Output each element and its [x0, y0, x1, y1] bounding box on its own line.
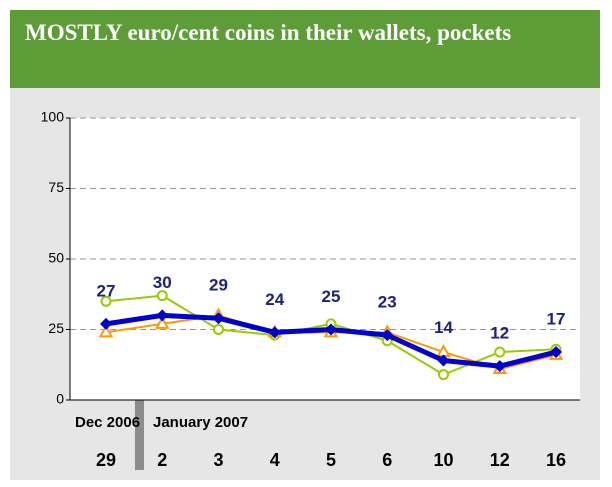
- chart-title: MOSTLY euro/cent coins in their wallets,…: [10, 10, 600, 88]
- marker: [100, 317, 112, 330]
- data-label: 23: [378, 293, 397, 312]
- group-label: January 2007: [153, 414, 248, 431]
- marker: [155, 315, 170, 329]
- data-label: 14: [434, 318, 453, 337]
- marker: [437, 354, 450, 367]
- marker: [100, 295, 112, 307]
- x-tick-label: 12: [490, 450, 510, 470]
- marker: [381, 329, 394, 342]
- x-tick-label: 2: [157, 450, 167, 470]
- x-tick-label: 5: [326, 450, 336, 470]
- marker: [268, 326, 281, 339]
- x-tick-label: 4: [270, 450, 280, 470]
- y-tick-label: 75: [48, 179, 64, 195]
- data-label: 27: [97, 281, 116, 300]
- marker: [98, 324, 114, 338]
- data-label: 17: [547, 310, 566, 329]
- marker: [156, 290, 168, 302]
- data-label: 29: [209, 276, 228, 295]
- y-tick-label: 25: [48, 320, 64, 336]
- y-tick-label: 50: [48, 250, 64, 266]
- data-label: 12: [490, 324, 509, 343]
- marker: [438, 369, 449, 381]
- marker: [550, 346, 562, 359]
- group-label: Dec 2006: [75, 414, 140, 431]
- group-divider: [135, 400, 144, 470]
- marker: [213, 324, 224, 335]
- y-tick-label: 0: [56, 391, 64, 407]
- marker: [156, 309, 169, 322]
- x-tick-label: 16: [546, 450, 566, 470]
- marker: [494, 346, 506, 358]
- marker: [325, 323, 337, 336]
- x-tick-label: 6: [382, 450, 392, 470]
- marker: [493, 360, 506, 373]
- y-tick-label: 100: [41, 109, 65, 125]
- data-label: 30: [153, 273, 172, 292]
- data-label: 25: [322, 287, 341, 306]
- x-tick-label: 3: [213, 450, 223, 470]
- x-tick-label: 29: [96, 450, 116, 470]
- data-label: 24: [265, 290, 284, 309]
- marker: [212, 312, 225, 325]
- x-tick-label: 10: [433, 450, 453, 470]
